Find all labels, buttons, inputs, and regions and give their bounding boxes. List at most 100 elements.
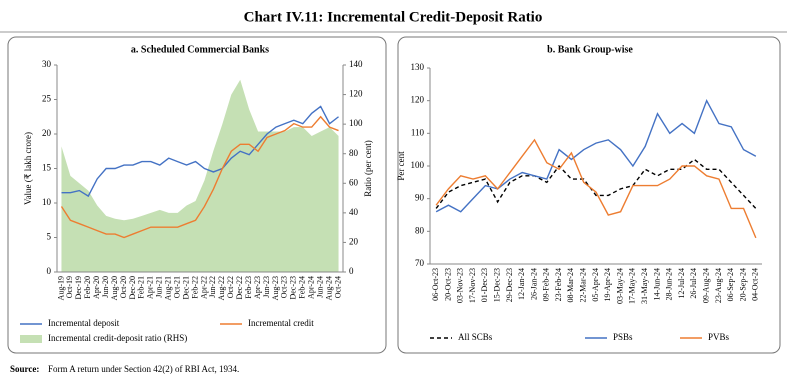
legend-label: Incremental credit-deposit ratio (RHS)	[48, 333, 187, 343]
x-tick-label: Apr-21	[146, 276, 155, 299]
line	[435, 98, 757, 213]
x-tick-label: Jun-24	[315, 276, 324, 298]
y-tick-label: 25	[42, 94, 52, 104]
x-tick-label: Oct-23	[280, 276, 289, 298]
x-tick-label: 19-Apr-24	[603, 268, 612, 302]
y-tick-label: 10	[42, 197, 52, 207]
x-tick-label: Feb-23	[244, 276, 253, 299]
y2-tick-label: 80	[349, 148, 359, 158]
x-tick-label: Dec-20	[128, 276, 137, 300]
x-tick-label: 06-Oct-23	[431, 268, 440, 301]
x-tick-label: Feb-22	[190, 276, 199, 299]
x-tick-label: 26-Jul-24	[689, 268, 698, 299]
x-tick-label: Aug-23	[271, 276, 280, 300]
y2-tick-label: 100	[349, 118, 363, 128]
line	[60, 115, 339, 239]
x-tick-label: Dec-22	[235, 276, 244, 300]
x-tick-label: 12-Jul-24	[677, 268, 686, 299]
legend-label: Incremental credit	[248, 318, 314, 328]
y2-tick-label: 0	[349, 266, 354, 276]
x-tick-label: Aug-20	[110, 276, 119, 300]
y2-tick-label: 40	[349, 207, 359, 217]
y-tick-label: 20	[42, 128, 52, 138]
x-tick-label: 12-Jan-24	[517, 268, 526, 300]
y-tick-label: 80	[415, 225, 425, 235]
legend-label: PSBs	[613, 332, 633, 342]
x-tick-label: Oct-21	[172, 276, 181, 298]
y-tick-label: 15	[42, 163, 52, 173]
source-text: Form A return under Section 42(2) of RBI…	[48, 364, 239, 374]
x-tick-label: Dec-21	[181, 276, 190, 300]
source-label: Source:	[10, 364, 39, 374]
x-tick-label: Aug-19	[56, 276, 65, 300]
panel-border	[7, 36, 387, 354]
main-title: Chart IV.11: Incremental Credit-Deposit …	[244, 9, 543, 25]
x-tick-label: 17-May-24	[628, 268, 637, 304]
x-tick-label: Dec-23	[289, 276, 298, 300]
legend-swatch	[20, 335, 42, 343]
chart-subtitle: a. Scheduled Commercial Banks	[131, 44, 269, 55]
x-tick-label: Jun-20	[101, 276, 110, 298]
x-tick-label: Apr-22	[199, 276, 208, 299]
x-tick-label: 03-May-24	[615, 268, 624, 304]
x-tick-label: 17-Nov-23	[468, 268, 477, 303]
x-tick-label: 23-Aug-24	[714, 268, 723, 303]
x-tick-label: Aug-21	[164, 276, 173, 300]
x-tick-label: Apr-20	[92, 276, 101, 299]
x-tick-label: Apr-24	[307, 276, 316, 299]
y-tick-label: 90	[415, 193, 425, 203]
y-tick-label: 100	[411, 160, 425, 170]
x-tick-label: 26-Jan-24	[529, 268, 538, 300]
x-tick-label: 04-Oct-24	[751, 268, 760, 301]
x-tick-label: Jun-21	[155, 276, 164, 298]
x-tick-label: 14-Jun-24	[652, 268, 661, 300]
line	[61, 105, 339, 198]
x-tick-label: 03-Nov-23	[456, 268, 465, 303]
panel-border	[397, 36, 781, 354]
x-tick-label: 29-Dec-23	[505, 268, 514, 302]
y-axis-title: Value (₹ lakh crore)	[23, 132, 33, 205]
x-tick-label: Jun-22	[208, 276, 217, 298]
legend-label: All SCBs	[458, 332, 493, 342]
y-tick-label: 70	[415, 258, 425, 268]
x-tick-label: Aug-24	[324, 276, 333, 300]
x-tick-label: 09-Feb-24	[542, 268, 551, 301]
x-tick-label: 09-Aug-24	[701, 268, 710, 303]
area	[61, 79, 339, 273]
legend-label: Incremental deposit	[48, 318, 120, 328]
y-tick-label: 0	[47, 266, 52, 276]
y2-tick-label: 140	[349, 59, 363, 69]
x-tick-label: Feb-20	[83, 276, 92, 299]
y2-tick-label: 20	[349, 236, 359, 246]
x-tick-label: Feb-24	[298, 276, 307, 299]
x-tick-label: 20-Oct-23	[443, 268, 452, 301]
x-tick-label: 31-May-24	[640, 268, 649, 304]
x-tick-label: Aug-22	[217, 276, 226, 300]
y2-tick-label: 120	[349, 89, 363, 99]
x-tick-label: Feb-21	[137, 276, 146, 299]
x-tick-label: Oct-22	[226, 276, 235, 298]
x-tick-label: 06-Sep-24	[726, 268, 735, 301]
x-tick-label: 20-Sep-24	[738, 268, 747, 301]
x-tick-label: 28-Jun-24	[665, 268, 674, 300]
x-tick-label: 15-Dec-23	[492, 268, 501, 302]
x-tick-label: 22-Mar-24	[579, 268, 588, 303]
y-tick-label: 130	[411, 62, 425, 72]
y-tick-label: 110	[411, 127, 425, 137]
legend-label: PVBs	[708, 332, 730, 342]
x-tick-label: Jun-23	[262, 276, 271, 298]
x-tick-label: 01-Dec-23	[480, 268, 489, 302]
x-tick-label: Oct-24	[333, 276, 342, 298]
y2-axis-title: Ratio (per cent)	[363, 140, 373, 196]
line	[435, 138, 757, 239]
y-axis-title: Per cent	[396, 151, 406, 181]
x-tick-label: Dec-19	[74, 276, 83, 300]
x-tick-label: Apr-23	[253, 276, 262, 299]
x-tick-label: Oct-20	[119, 276, 128, 298]
chart-subtitle: b. Bank Group-wise	[547, 44, 633, 55]
y-tick-label: 120	[411, 95, 425, 105]
x-tick-label: 08-Mar-24	[566, 268, 575, 303]
y2-tick-label: 60	[349, 177, 359, 187]
